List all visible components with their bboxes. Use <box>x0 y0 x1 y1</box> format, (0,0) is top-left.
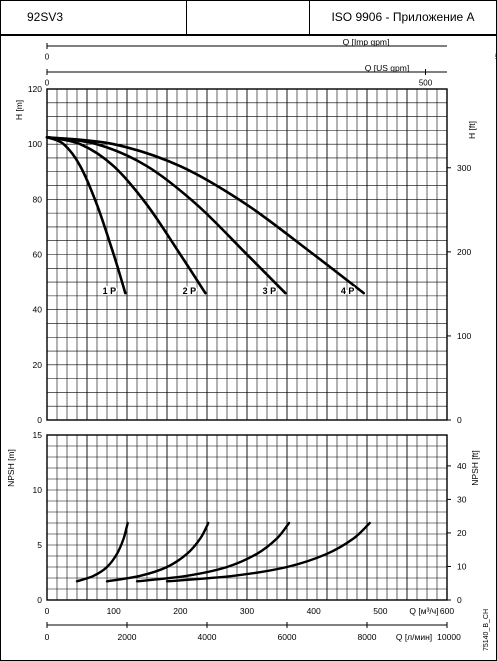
head-curve-1p <box>45 136 127 295</box>
head-y-tick-label: 0 <box>37 415 42 425</box>
head-y-tick-label: 20 <box>33 360 43 370</box>
top-axis-tick-label: 500 <box>419 79 433 88</box>
head-right-tick-label: 300 <box>457 163 471 173</box>
head-y-tick-label: 120 <box>28 84 42 94</box>
q-lmin-tick-label: 8000 <box>358 632 377 642</box>
q-m3h-tick-label: 200 <box>173 606 187 616</box>
q-m3h-tick-label: 0 <box>45 606 50 616</box>
head-right-tick-label: 0 <box>457 415 462 425</box>
top-axis-tick-label: 0 <box>45 79 50 88</box>
top-axis-label: Q [Imp gpm] <box>343 37 390 47</box>
npsh-curve-4p <box>165 521 371 583</box>
head-y-tick-label: 100 <box>28 139 42 149</box>
header-middle-cell <box>187 0 310 34</box>
head-right-tick-label: 100 <box>457 331 471 341</box>
top-axis-tick-label: 0 <box>45 53 50 62</box>
q-m3h-tick-label: 500 <box>373 606 387 616</box>
npsh-right-tick-label: 20 <box>457 528 467 538</box>
top-axis-label: Q [US gpm] <box>365 63 409 73</box>
npsh-curve-3p <box>135 521 291 583</box>
q-lmin-tick-label: 0 <box>45 632 50 642</box>
q-lmin-axis-label: Q [л/мин] <box>396 632 432 642</box>
q-lmin-tick-label-last: 10000 <box>437 632 461 642</box>
head-y-tick-label: 60 <box>33 250 43 260</box>
q-m3h-tick-label-last: 600 <box>440 606 454 616</box>
npsh-y-tick-label: 5 <box>37 540 42 550</box>
head-y-tick-label: 80 <box>33 194 43 204</box>
q-lmin-tick-label: 2000 <box>118 632 137 642</box>
head-right-tick-label: 200 <box>457 247 471 257</box>
head-right-axis-label: H [ft] <box>467 121 477 139</box>
top-axis-tick-label: 500 <box>495 53 497 62</box>
npsh-right-axis-label: NPSH [ft] <box>470 450 480 485</box>
head-curve-2p <box>45 136 207 295</box>
head-y-axis-label: H [m] <box>14 100 24 120</box>
q-m3h-tick-label: 100 <box>107 606 121 616</box>
head-curve-label: 3 P <box>263 286 277 296</box>
standard-text: ISO 9906 - Приложение A <box>331 10 475 24</box>
npsh-right-tick-label: 0 <box>457 595 462 605</box>
npsh-plot-frame <box>46 434 448 601</box>
q-m3h-tick-label: 300 <box>240 606 254 616</box>
q-m3h-tick-label: 400 <box>307 606 321 616</box>
npsh-right-tick-label: 40 <box>457 461 467 471</box>
model-text: 92SV3 <box>27 10 64 24</box>
standard-label: ISO 9906 - Приложение A <box>310 0 496 34</box>
npsh-right-tick-label: 10 <box>457 561 467 571</box>
npsh-y-axis-label: NPSH [m] <box>6 449 16 487</box>
head-curve-4p <box>45 136 365 295</box>
head-curve-label: 4 P <box>341 286 355 296</box>
q-m3h-axis-label: Q [м³/ч] <box>409 606 438 616</box>
npsh-y-tick-label: 0 <box>37 595 42 605</box>
head-curve-label: 2 P <box>183 286 197 296</box>
q-lmin-tick-label: 6000 <box>278 632 297 642</box>
q-lmin-tick-label: 4000 <box>198 632 217 642</box>
model-label: 92SV3 <box>1 0 187 34</box>
npsh-curve-2p <box>105 521 210 583</box>
footer-code: 75140_B_CH <box>483 609 490 651</box>
head-curve-label: 1 P <box>103 286 117 296</box>
npsh-y-tick-label: 15 <box>33 430 43 440</box>
npsh-y-tick-label: 10 <box>33 485 43 495</box>
head-curve-3p <box>45 136 287 295</box>
npsh-curve-1p <box>75 521 129 583</box>
head-plot-frame <box>46 88 448 421</box>
npsh-right-tick-label: 30 <box>457 494 467 504</box>
head-y-tick-label: 40 <box>33 305 43 315</box>
